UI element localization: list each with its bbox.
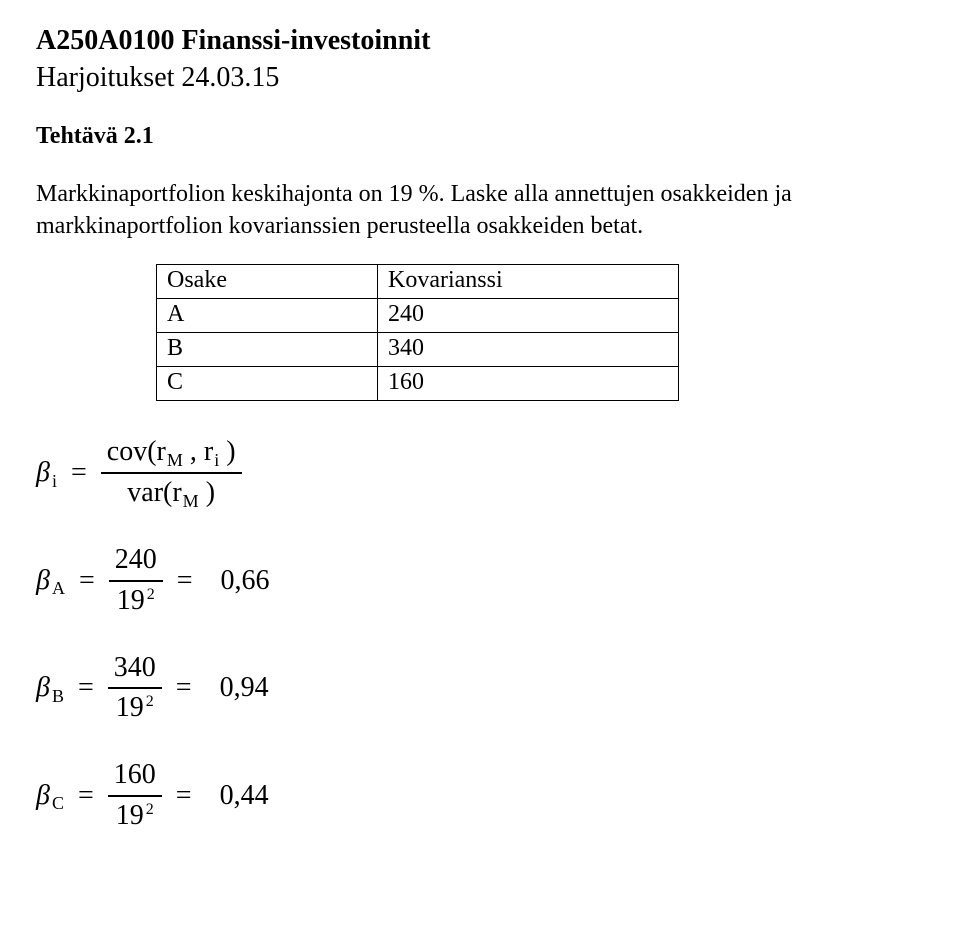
beta-c-den: 192: [110, 801, 160, 832]
cov-mid: , r: [183, 436, 213, 467]
den-exp: 2: [146, 693, 154, 710]
exercise-set: Harjoitukset 24.03.15: [36, 60, 924, 95]
cell-c-value: 160: [378, 367, 679, 401]
beta-a-num: 240: [109, 545, 163, 576]
cell-a-name: A: [157, 299, 378, 333]
den-base: 19: [117, 585, 145, 616]
covariance-table: Osake Kovarianssi A 240 B 340 C 160: [156, 264, 924, 401]
beta-definition: β i = cov(rM , ri ) var(rM ): [36, 437, 924, 509]
equals-sign: =: [176, 780, 192, 812]
cov-sub-i: i: [214, 450, 219, 470]
cell-b-name: B: [157, 333, 378, 367]
table-row: C 160: [157, 367, 679, 401]
equals-sign: =: [176, 672, 192, 704]
table-header-osake: Osake: [157, 265, 378, 299]
den-base: 19: [116, 800, 144, 831]
beta-sub-i: i: [52, 471, 57, 492]
beta-sub-c: C: [52, 793, 64, 814]
beta-symbol: β: [36, 565, 50, 597]
beta-sub-b: B: [52, 686, 64, 707]
cell-b-value: 340: [378, 333, 679, 367]
equals-sign: =: [79, 565, 95, 597]
beta-b-den: 192: [110, 693, 160, 724]
equals-sign: =: [78, 672, 94, 704]
beta-defn-numerator: cov(rM , ri ): [101, 437, 242, 468]
beta-sub-a: A: [52, 578, 65, 599]
table-header-row: Osake Kovarianssi: [157, 265, 679, 299]
beta-a-den: 192: [111, 586, 161, 617]
formula-block: β i = cov(rM , ri ) var(rM ) β A = 240 1…: [36, 437, 924, 831]
table-row: B 340: [157, 333, 679, 367]
den-exp: 2: [147, 586, 155, 603]
beta-a-equation: β A = 240 192 = 0,66: [36, 545, 924, 617]
cov-prefix: cov(r: [107, 436, 166, 467]
beta-symbol: β: [36, 780, 50, 812]
beta-c-num: 160: [108, 760, 162, 791]
den-base: 19: [116, 692, 144, 723]
beta-b-equation: β B = 340 192 = 0,94: [36, 653, 924, 725]
cov-suffix: ): [219, 436, 235, 467]
equals-sign: =: [177, 565, 193, 597]
beta-b-num: 340: [108, 653, 162, 684]
equals-sign: =: [71, 457, 87, 489]
beta-c-value: 0,44: [220, 780, 269, 812]
beta-defn-denominator: var(rM ): [121, 478, 221, 509]
task-paragraph: Markkinaportfolion keskihajonta on 19 %.…: [36, 178, 916, 243]
table-row: A 240: [157, 299, 679, 333]
cov-sub-m: M: [167, 450, 183, 470]
task-heading: Tehtävä 2.1: [36, 123, 924, 150]
var-suffix: ): [199, 477, 215, 508]
beta-symbol: β: [36, 672, 50, 704]
table-header-kovarianssi: Kovarianssi: [378, 265, 679, 299]
cell-c-name: C: [157, 367, 378, 401]
equals-sign: =: [78, 780, 94, 812]
beta-a-value: 0,66: [221, 565, 270, 597]
course-title: A250A0100 Finanssi-investoinnit: [36, 24, 924, 58]
var-prefix: var(r: [127, 477, 181, 508]
beta-b-value: 0,94: [220, 672, 269, 704]
den-exp: 2: [146, 801, 154, 818]
cell-a-value: 240: [378, 299, 679, 333]
var-sub-m: M: [183, 491, 199, 511]
beta-c-equation: β C = 160 192 = 0,44: [36, 760, 924, 832]
beta-symbol: β: [36, 457, 50, 489]
